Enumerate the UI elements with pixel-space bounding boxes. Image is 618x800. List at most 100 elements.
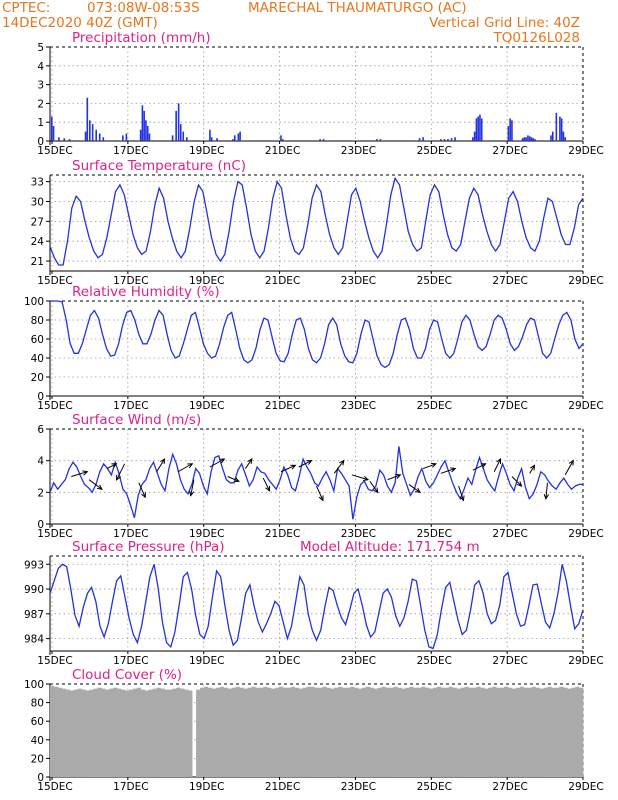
cloud-cover-bar: [373, 688, 378, 777]
precip-bar: [440, 139, 442, 141]
y-tick-label: 4: [37, 456, 44, 468]
cloud-cover-bar: [314, 687, 319, 777]
y-tick-label: 6: [37, 424, 44, 436]
cloud-cover-bar: [188, 690, 193, 777]
y-tick-label: 0: [37, 136, 44, 148]
y-tick-label: 100: [24, 296, 44, 308]
model-altitude-annotation: Model Altitude: 171.754 m: [300, 539, 480, 555]
y-tick-label: 990: [24, 584, 44, 596]
cloud-cover-bar: [251, 686, 256, 777]
wind-arrow-head: [96, 484, 103, 490]
cloud-cover-bar: [511, 688, 517, 777]
x-tick-label: 29DEC: [568, 781, 603, 793]
wind-arrow-head: [82, 470, 89, 476]
precip-bar: [52, 125, 55, 141]
wind-arrow-head: [415, 487, 422, 494]
wind-arrow-shaft: [511, 476, 522, 487]
cloud-cover-bar: [377, 687, 382, 777]
x-tick-label: 17DEC: [113, 275, 148, 287]
x-tick-label: 29DEC: [568, 145, 603, 157]
header-coords: 073:08W-08:53S: [87, 0, 200, 16]
cloud-cover-bar: [523, 687, 529, 777]
cloud-cover-bar: [488, 687, 493, 777]
x-tick-label: 23DEC: [341, 781, 376, 793]
cloud-cover-bar: [128, 689, 134, 777]
cloud-cover-bar: [184, 689, 189, 777]
precip-bar: [237, 133, 240, 141]
precip-bar: [141, 105, 144, 141]
precip-bar: [443, 139, 446, 141]
cloud-cover-bar: [397, 687, 402, 777]
cloud-cover-bar: [113, 687, 118, 777]
precip-bar: [559, 116, 561, 141]
cloud-cover-bar: [330, 688, 335, 777]
cloud-cover-bar: [421, 686, 426, 777]
precip-bar: [379, 139, 382, 141]
x-tick-label: 25DEC: [417, 400, 452, 412]
cloud-cover-bar: [460, 687, 465, 777]
header-grid-note: Vertical Grid Line: 40Z: [429, 15, 580, 31]
x-tick-label: 21DEC: [265, 781, 300, 793]
cloud-cover-bar: [531, 686, 536, 777]
cloud-cover-bar: [432, 687, 438, 777]
x-tick-label: 23DEC: [341, 275, 376, 287]
precip-bar: [555, 112, 558, 141]
cloud-cover-bar: [144, 690, 150, 777]
x-tick-label: 27DEC: [492, 275, 527, 287]
precip-bar: [447, 139, 449, 141]
precip-bar: [148, 133, 151, 141]
wind-arrow-shaft: [369, 480, 379, 493]
wind-arrow-head: [188, 490, 195, 497]
cloud-cover-bar: [440, 687, 446, 777]
cloud-cover-bar: [492, 686, 497, 777]
cloud-cover-bar: [231, 687, 236, 777]
cloud-cover-bar: [282, 687, 288, 777]
cloud-cover-bar: [255, 687, 260, 777]
cloud-cover-bar: [211, 688, 217, 777]
wind-arrow-shaft: [440, 468, 456, 474]
cloud-cover-bar: [148, 689, 153, 777]
y-tick-label: 987: [24, 609, 44, 621]
precip-bar: [376, 139, 378, 141]
precip-bar: [280, 135, 282, 141]
y-tick-label: 1: [37, 117, 44, 129]
cloud-cover-bar: [164, 689, 169, 777]
precip-bar: [479, 114, 481, 141]
cloud-cover-bar: [318, 687, 323, 777]
cloud-cover-bar: [322, 686, 327, 777]
pressure-title: Surface Pressure (hPa): [72, 539, 225, 555]
precip-bar: [175, 110, 177, 141]
cloud-cover-bar: [263, 686, 268, 777]
cloud-cover-bar: [132, 688, 138, 777]
precip-bar: [232, 139, 234, 141]
cloud-cover-bar: [172, 688, 177, 777]
cloud-cover-bar: [223, 687, 228, 777]
x-tick-label: 29DEC: [568, 655, 603, 667]
cloud-cover-bar: [425, 687, 430, 777]
cloud-cover-bar: [310, 686, 315, 777]
cloud-cover-bar: [271, 688, 276, 777]
cloud-cover-bar: [575, 686, 580, 777]
cloud-cover-bar: [180, 688, 185, 777]
cloud-cover-bar: [401, 688, 406, 777]
x-tick-label: 23DEC: [341, 655, 376, 667]
x-tick-label: 19DEC: [189, 145, 224, 157]
precip-bar: [239, 131, 241, 141]
wind-arrow-shaft: [88, 479, 103, 490]
cloud-cover-bar: [448, 686, 454, 777]
precip-bar: [50, 116, 53, 141]
precip-bar: [319, 139, 321, 141]
precip-bar: [560, 118, 563, 141]
wind-arrow-shaft: [262, 477, 271, 492]
cloud-cover-bar: [468, 687, 473, 777]
wind-arrow-head: [160, 457, 166, 464]
cloud-cover-bar: [69, 690, 74, 777]
wind-arrow-shaft: [458, 485, 464, 501]
x-tick-label: 19DEC: [189, 400, 224, 412]
wind-arrow-head: [233, 477, 240, 483]
wind-arrow-head: [141, 492, 146, 499]
wind-arrow-shaft: [316, 485, 324, 501]
cloud-cover-bar: [413, 687, 418, 777]
precip-bar: [418, 138, 421, 141]
